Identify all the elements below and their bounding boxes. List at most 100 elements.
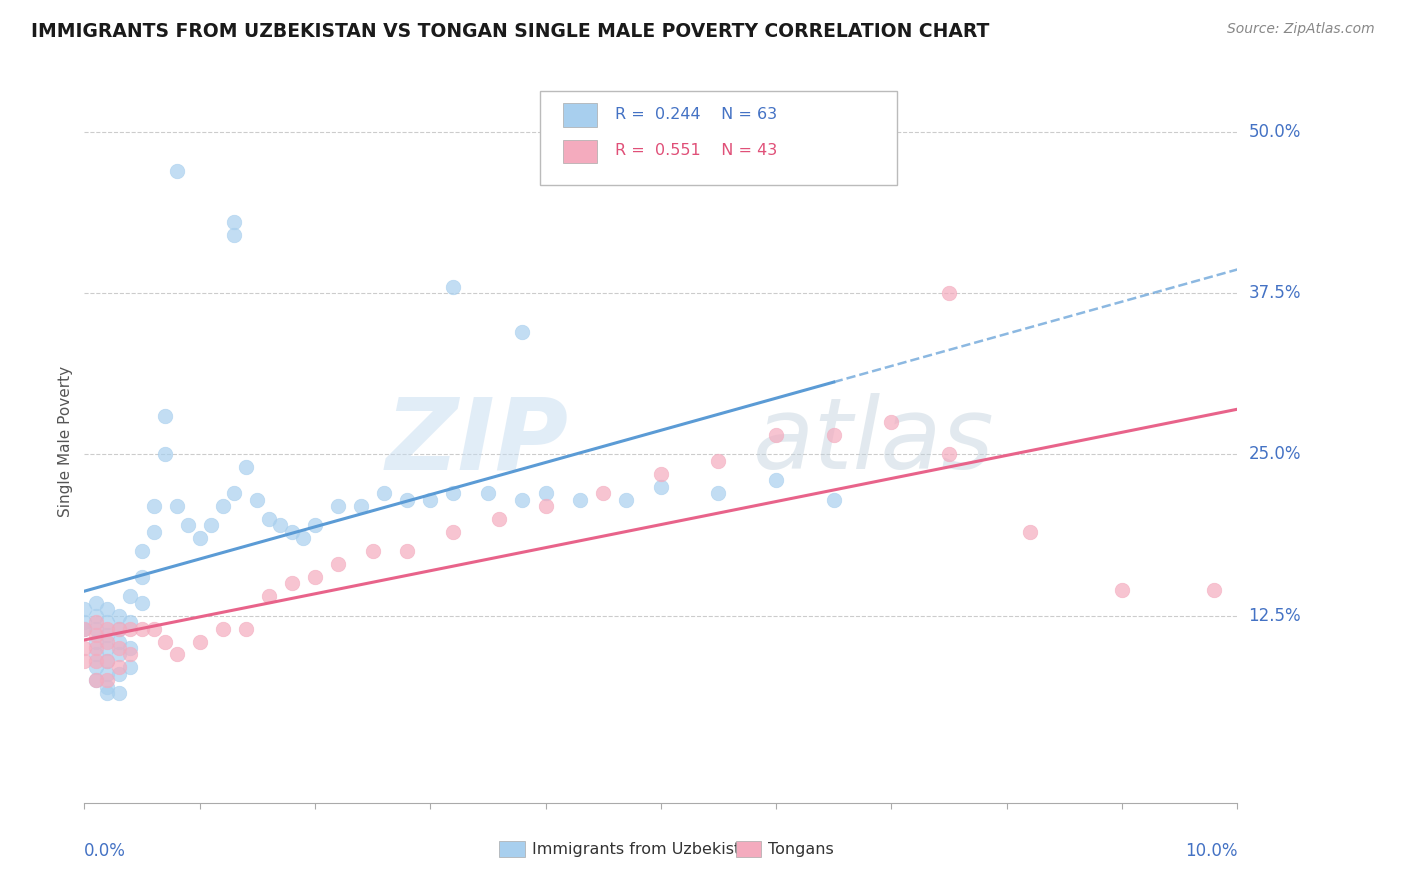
Point xyxy=(84,673,107,688)
Point xyxy=(373,486,395,500)
Text: atlas: atlas xyxy=(754,393,994,490)
Text: 50.0%: 50.0% xyxy=(1249,123,1301,141)
Point xyxy=(269,518,291,533)
Point xyxy=(108,622,131,636)
Point xyxy=(224,228,246,243)
Text: R =  0.244    N = 63: R = 0.244 N = 63 xyxy=(614,107,778,121)
Point xyxy=(96,686,118,700)
Text: 10.0%: 10.0% xyxy=(1185,842,1237,860)
Point xyxy=(534,499,557,513)
Point xyxy=(108,622,131,636)
Point xyxy=(224,486,246,500)
FancyBboxPatch shape xyxy=(735,841,761,857)
Point xyxy=(938,286,960,301)
Point xyxy=(73,640,96,655)
Point xyxy=(292,531,315,545)
Text: Source: ZipAtlas.com: Source: ZipAtlas.com xyxy=(1227,22,1375,37)
Point xyxy=(120,590,142,604)
Point xyxy=(246,492,269,507)
Point xyxy=(396,492,419,507)
Point xyxy=(153,447,176,461)
Point xyxy=(108,608,131,623)
Point xyxy=(765,428,787,442)
Point xyxy=(823,492,845,507)
Point xyxy=(96,640,118,655)
Point xyxy=(211,622,233,636)
Point xyxy=(441,486,464,500)
Point xyxy=(84,654,107,668)
Text: R =  0.551    N = 43: R = 0.551 N = 43 xyxy=(614,143,778,158)
Point xyxy=(166,648,188,662)
Point xyxy=(823,428,845,442)
Point xyxy=(84,608,107,623)
Point xyxy=(142,622,165,636)
Point xyxy=(419,492,441,507)
Point xyxy=(73,622,96,636)
Point xyxy=(142,524,165,539)
Point xyxy=(96,673,118,688)
Text: 0.0%: 0.0% xyxy=(84,842,127,860)
Point xyxy=(477,486,499,500)
Text: ZIP: ZIP xyxy=(385,393,568,490)
Point xyxy=(1111,582,1133,597)
Point xyxy=(1018,524,1040,539)
Point xyxy=(281,576,304,591)
Point xyxy=(488,512,510,526)
Point xyxy=(96,628,118,642)
Point xyxy=(84,673,107,688)
Point xyxy=(1204,582,1226,597)
Text: 37.5%: 37.5% xyxy=(1249,285,1301,302)
Text: Tongans: Tongans xyxy=(768,841,834,856)
Point xyxy=(224,215,246,229)
Point xyxy=(188,634,211,648)
Point xyxy=(108,660,131,674)
Point xyxy=(281,524,304,539)
Point xyxy=(108,666,131,681)
Point xyxy=(84,660,107,674)
Point xyxy=(84,615,107,630)
Point xyxy=(120,640,142,655)
Text: IMMIGRANTS FROM UZBEKISTAN VS TONGAN SINGLE MALE POVERTY CORRELATION CHART: IMMIGRANTS FROM UZBEKISTAN VS TONGAN SIN… xyxy=(31,22,990,41)
Y-axis label: Single Male Poverty: Single Male Poverty xyxy=(58,366,73,517)
Point xyxy=(96,680,118,694)
Point xyxy=(96,602,118,616)
Point xyxy=(396,544,419,558)
Point xyxy=(569,492,592,507)
Text: Immigrants from Uzbekistan: Immigrants from Uzbekistan xyxy=(531,841,761,856)
Point xyxy=(84,628,107,642)
Text: 12.5%: 12.5% xyxy=(1249,607,1301,624)
Point xyxy=(120,622,142,636)
FancyBboxPatch shape xyxy=(562,103,598,128)
Point xyxy=(650,480,672,494)
Point xyxy=(108,686,131,700)
Point xyxy=(142,499,165,513)
Point xyxy=(108,640,131,655)
Point xyxy=(120,615,142,630)
Point xyxy=(326,499,349,513)
Point xyxy=(235,460,257,475)
Point xyxy=(304,518,326,533)
Point xyxy=(304,570,326,584)
Point xyxy=(73,602,96,616)
Point xyxy=(96,622,118,636)
Point xyxy=(707,486,730,500)
Text: 25.0%: 25.0% xyxy=(1249,445,1301,464)
Point xyxy=(73,622,96,636)
Point xyxy=(326,557,349,571)
Point xyxy=(200,518,222,533)
Point xyxy=(131,570,153,584)
Point xyxy=(257,512,280,526)
FancyBboxPatch shape xyxy=(540,91,897,185)
Point xyxy=(177,518,200,533)
Point xyxy=(108,634,131,648)
Point xyxy=(153,634,176,648)
Point xyxy=(96,654,118,668)
Point xyxy=(84,596,107,610)
Point xyxy=(96,666,118,681)
Point xyxy=(166,163,188,178)
Point xyxy=(96,615,118,630)
Point xyxy=(441,279,464,293)
Point xyxy=(84,648,107,662)
Point xyxy=(84,634,107,648)
Point xyxy=(73,615,96,630)
